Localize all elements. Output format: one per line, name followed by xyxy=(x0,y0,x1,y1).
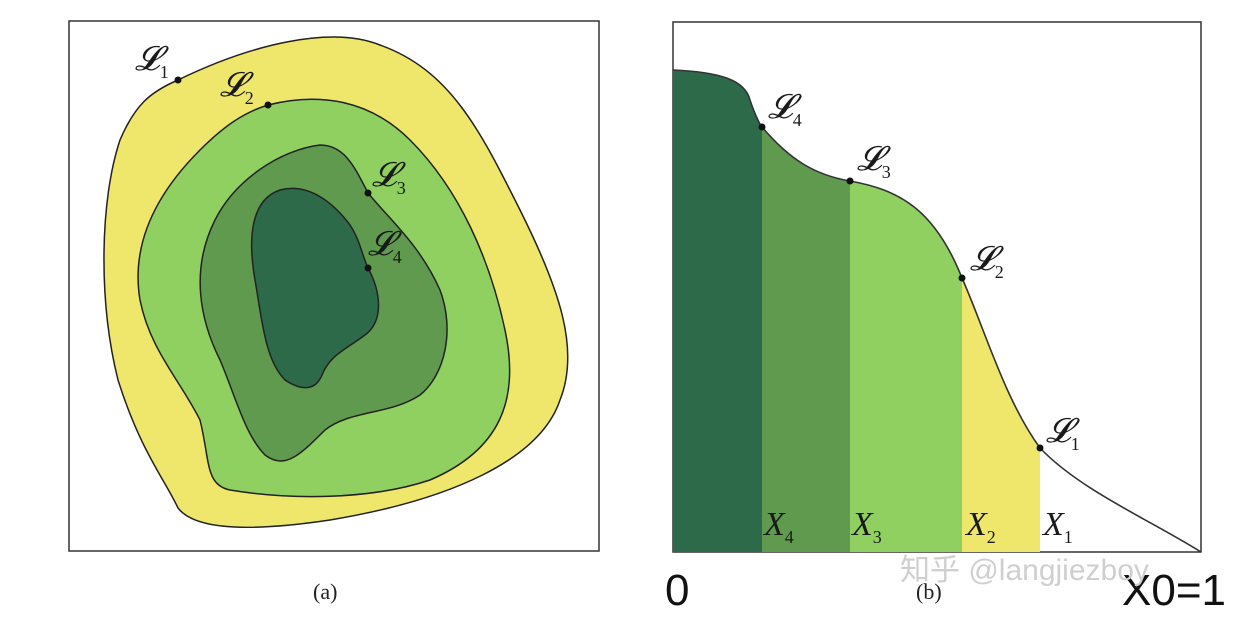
caption-b: (b) xyxy=(916,579,942,604)
panel-b: 𝓛4 𝓛3 𝓛2 𝓛1 X4 X3 X2 X1 (b) 0 X0=1 xyxy=(665,21,1226,615)
likelihood-curve xyxy=(672,69,1202,553)
contour-l4 xyxy=(250,187,380,389)
point-b-l2 xyxy=(958,274,966,282)
origin-label: 0 xyxy=(665,566,689,615)
point-b-l1 xyxy=(1036,444,1044,452)
end-label: X0=1 xyxy=(1122,566,1226,615)
band-x0 xyxy=(673,70,762,552)
panel-a: 𝓛1 𝓛2 𝓛3 𝓛4 (a) xyxy=(68,20,600,604)
point-l2 xyxy=(264,101,272,109)
caption-a: (a) xyxy=(313,579,337,604)
point-l3 xyxy=(364,189,372,197)
point-l1 xyxy=(174,76,182,84)
watermark: 知乎 @langjiezboy xyxy=(900,554,1149,587)
label-x3: X3 xyxy=(850,506,882,547)
point-l4 xyxy=(364,264,372,272)
label-x2: X2 xyxy=(964,506,996,547)
label-x1: X1 xyxy=(1041,506,1073,547)
label-x4: X4 xyxy=(762,506,794,547)
point-b-l3 xyxy=(846,177,854,185)
point-b-l4 xyxy=(758,123,766,131)
